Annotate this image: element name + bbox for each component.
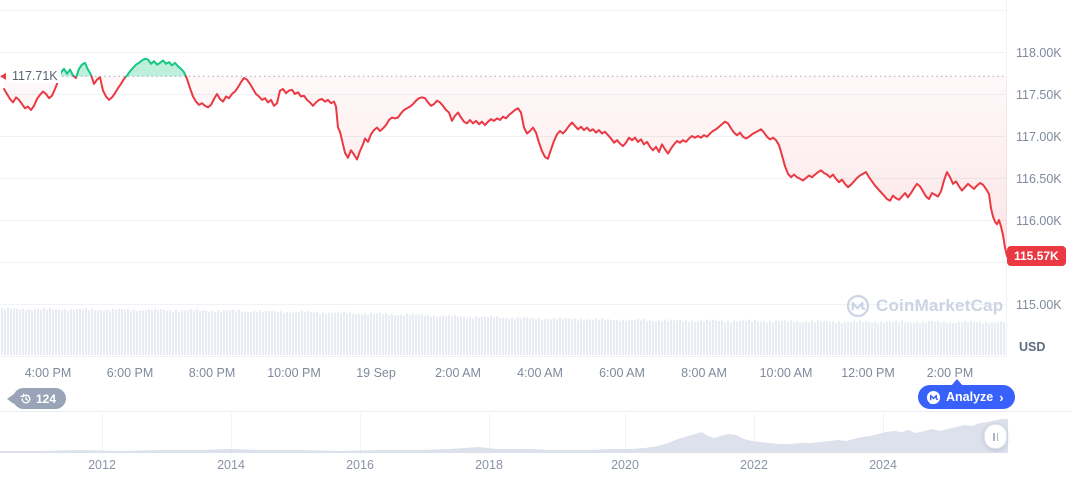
y-axis-label: 118.00K <box>1016 46 1062 60</box>
y-axis-label: 115.00K <box>1016 298 1062 312</box>
history-count: 124 <box>36 391 57 406</box>
current-price-badge: 115.57K <box>1007 246 1066 266</box>
x-axis-label: 8:00 PM <box>188 366 236 380</box>
timeline-minimap[interactable] <box>0 412 1072 456</box>
x-axis-label: 6:00 PM <box>106 366 154 380</box>
history-clock-icon <box>20 393 31 403</box>
year-label: 2022 <box>740 458 768 472</box>
x-axis-label: 12:00 PM <box>841 366 895 380</box>
currency-label: USD <box>1019 340 1046 354</box>
x-axis-label: 2:00 AM <box>435 366 481 380</box>
chevron-right-icon: › <box>999 389 1004 405</box>
x-axis-label: 19 Sep <box>356 366 396 380</box>
drag-handle-icon <box>996 432 999 441</box>
x-axis-label: 10:00 AM <box>759 366 813 380</box>
year-label: 2018 <box>475 458 503 472</box>
cmc-logo-icon <box>846 294 870 318</box>
history-badge[interactable]: 124 <box>6 388 67 409</box>
analyze-label: Analyze <box>946 390 994 404</box>
year-label: 2016 <box>346 458 374 472</box>
drag-handle-icon <box>992 432 995 441</box>
y-axis-label: 116.50K <box>1016 172 1062 186</box>
year-label: 2014 <box>217 458 245 472</box>
x-axis-label: 4:00 PM <box>24 366 72 380</box>
analyze-button[interactable]: Analyze › <box>918 379 1015 409</box>
year-label: 2024 <box>869 458 897 472</box>
year-label: 2012 <box>88 458 116 472</box>
price-chart[interactable] <box>0 0 1072 360</box>
timeline-scrub-handle[interactable] <box>984 424 1007 449</box>
cmc-bubble-icon <box>926 390 941 404</box>
y-axis-label: 117.00K <box>1016 130 1062 144</box>
watermark-text: CoinMarketCap <box>876 296 1004 315</box>
reference-price-label: 117.71K <box>9 69 61 83</box>
coinmarketcap-watermark: CoinMarketCap <box>846 294 1003 318</box>
x-axis-label: 6:00 AM <box>599 366 645 380</box>
timeline-separator <box>0 411 1072 412</box>
y-axis-label: 116.00K <box>1016 214 1062 228</box>
x-axis-label: 2:00 PM <box>926 366 974 380</box>
x-axis-label: 10:00 PM <box>267 366 321 380</box>
y-axis-label: 117.50K <box>1016 88 1062 102</box>
x-axis-label: 8:00 AM <box>681 366 727 380</box>
year-label: 2020 <box>611 458 639 472</box>
x-axis-label: 4:00 AM <box>517 366 563 380</box>
